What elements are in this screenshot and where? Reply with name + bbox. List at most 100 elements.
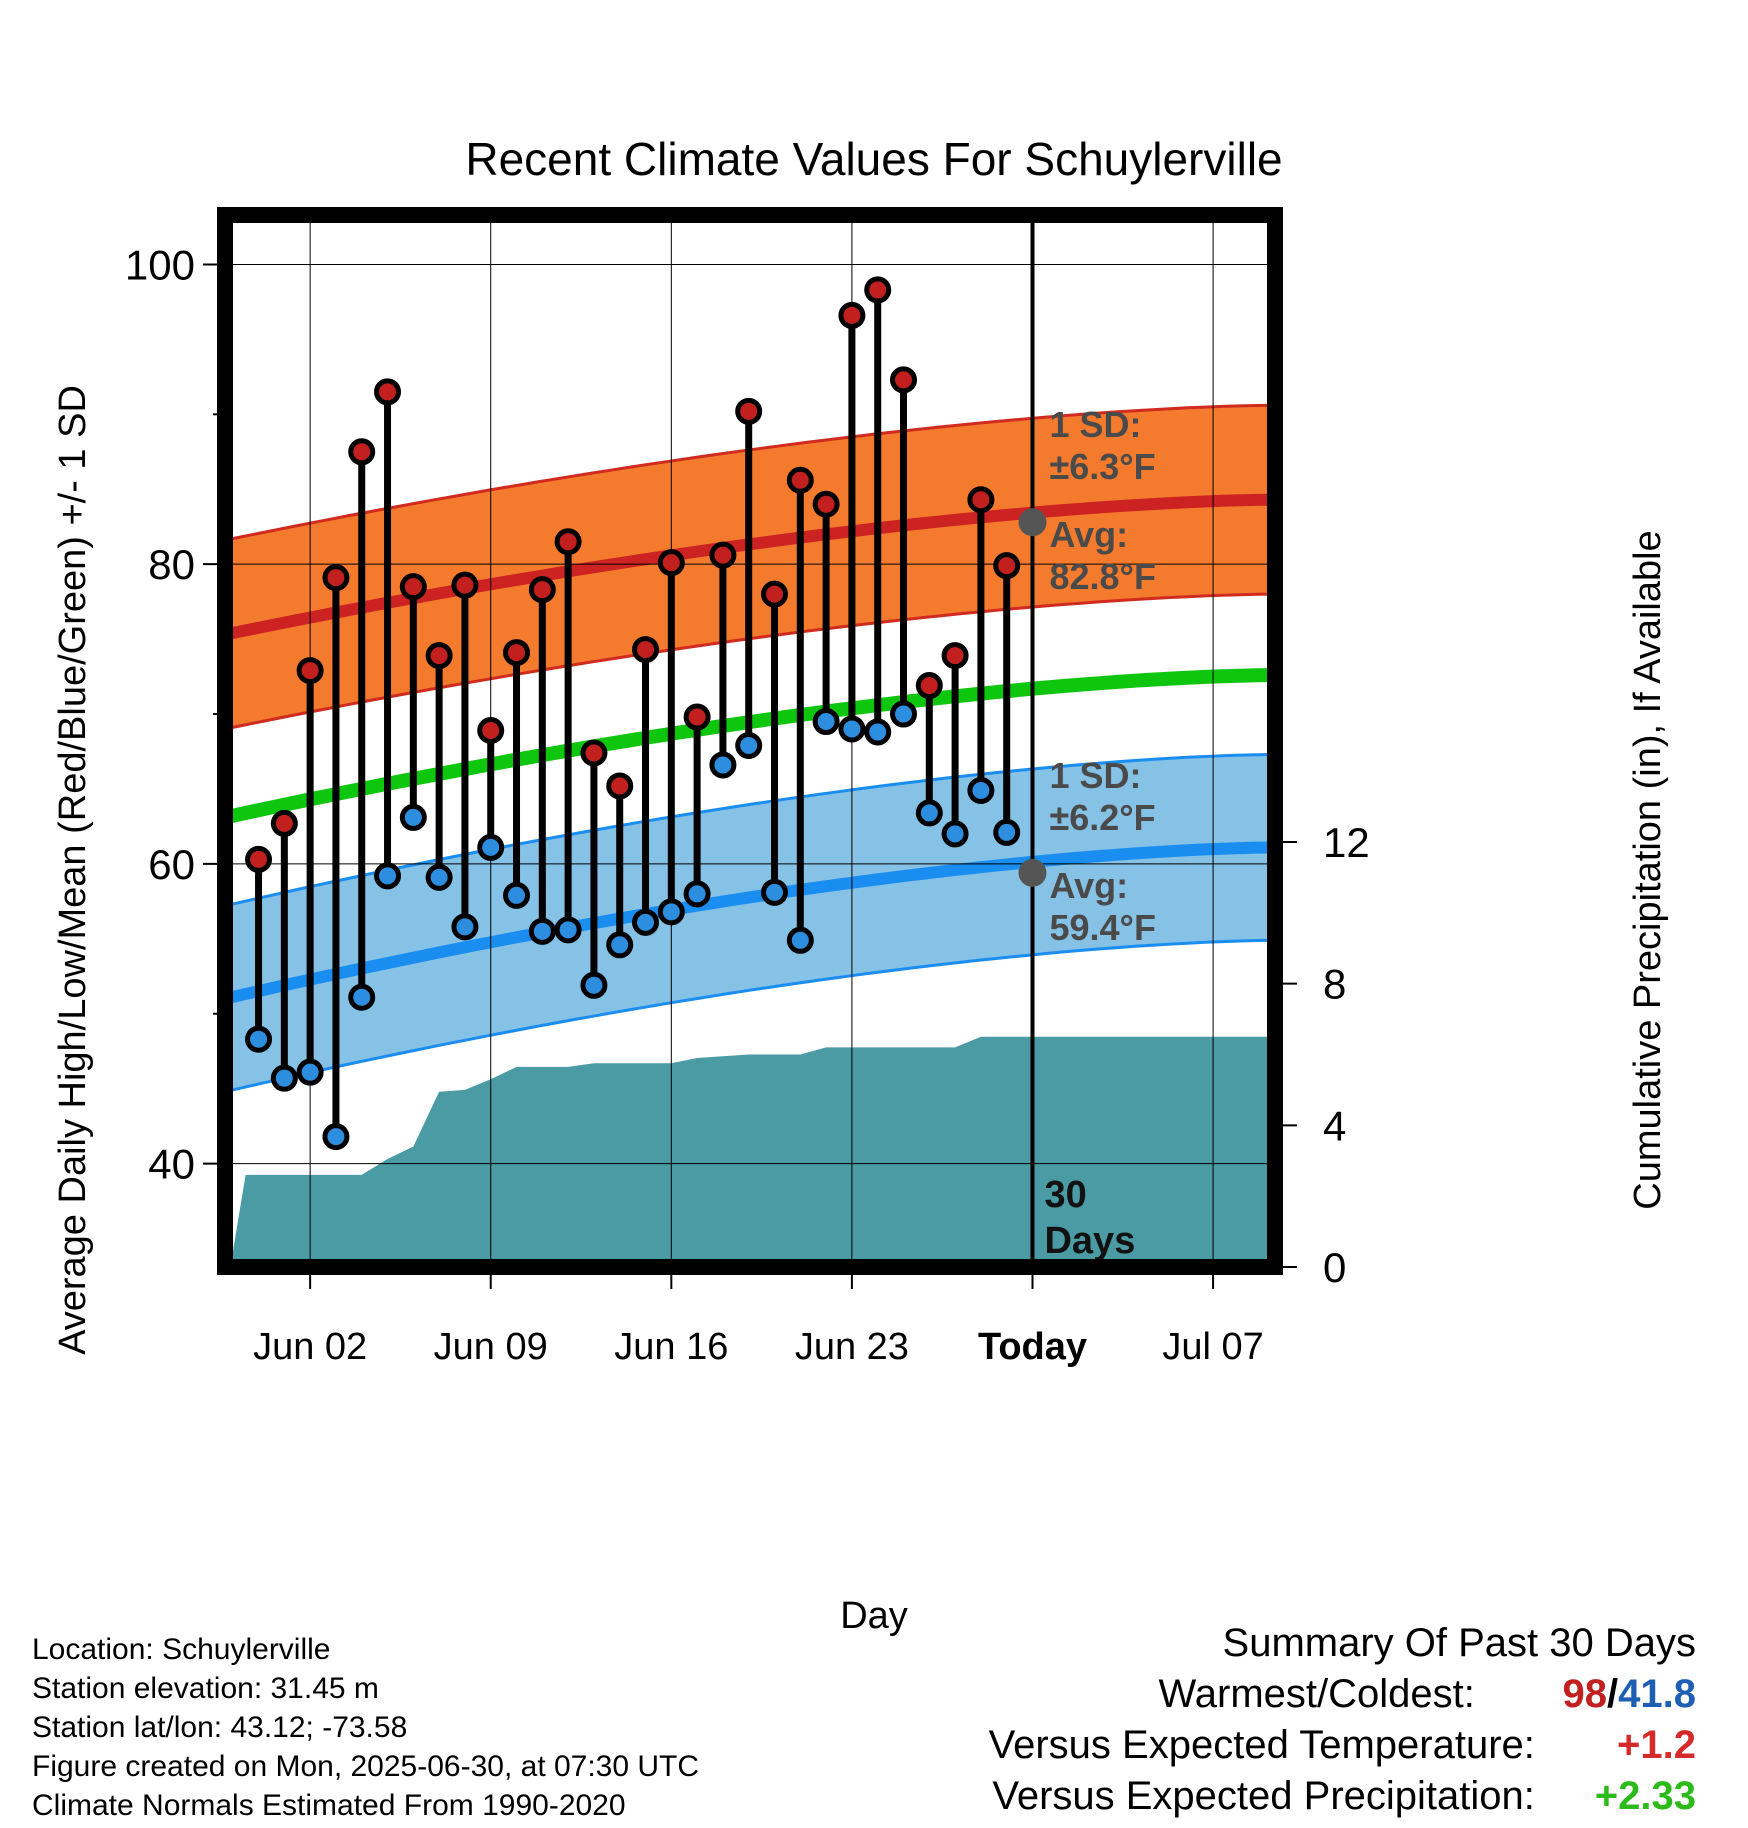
high-point	[580, 739, 608, 767]
high-point	[477, 717, 505, 745]
low-point	[606, 931, 634, 959]
high-point	[296, 657, 324, 685]
precip-value: +2.33	[1594, 1774, 1696, 1818]
high-point	[425, 642, 453, 670]
low-point	[735, 731, 763, 759]
low-point	[812, 708, 840, 736]
latlon-text: Station lat/lon: 43.12; -73.58	[32, 1711, 408, 1744]
plot-inner	[225, 215, 1275, 1267]
low-avg-label: Avg:	[1049, 865, 1128, 906]
low-point	[993, 818, 1021, 846]
location-text: Location: Schuylerville	[32, 1633, 331, 1666]
high-point	[606, 772, 634, 800]
y-tick-label: 80	[148, 541, 195, 588]
low-point	[941, 820, 969, 848]
summary-panel: Summary Of Past 30 Days Warmest/Coldest:…	[989, 1618, 1696, 1822]
high-point	[348, 438, 376, 466]
warm-cold-value: 98/41.8	[1486, 1669, 1696, 1720]
low-point	[915, 799, 943, 827]
low-point	[838, 715, 866, 743]
high-point	[786, 466, 814, 494]
y2-tick-label: 0	[1323, 1244, 1346, 1291]
y-axis-label: Average Daily High/Low/Mean (Red/Blue/Gr…	[52, 385, 94, 1355]
high-avg-label: Avg:	[1049, 514, 1128, 555]
y2-tick-label: 4	[1323, 1102, 1346, 1149]
low-point	[425, 863, 453, 891]
high-point	[554, 528, 582, 556]
warmest-value: 98	[1562, 1672, 1608, 1716]
high-point	[399, 573, 427, 601]
low-point	[399, 803, 427, 831]
x-tick-label: Jul 07	[1162, 1326, 1263, 1368]
high-point	[374, 378, 402, 406]
high-avg-value: 82.8°F	[1049, 556, 1155, 597]
elevation-text: Station elevation: 31.45 m	[32, 1672, 379, 1705]
low-point	[657, 898, 685, 926]
high-sd-label: 1 SD:	[1049, 404, 1141, 445]
low-point	[503, 881, 531, 909]
normal-low-band-lower-edge	[225, 938, 1275, 1094]
y2-axis-label: Cumulative Precipitation (in), If Availa…	[1627, 530, 1669, 1209]
low-point	[683, 880, 711, 908]
coldest-value: 41.8	[1618, 1672, 1696, 1716]
created-text: Figure created on Mon, 2025-06-30, at 07…	[32, 1750, 700, 1783]
x-axis-label: Day	[840, 1595, 908, 1637]
x-tick-label: Jun 16	[614, 1326, 728, 1368]
low-sd-label: 1 SD:	[1049, 755, 1141, 796]
temp-value: +1.2	[1617, 1723, 1696, 1767]
summary-warm-cold-row: Warmest/Coldest: 98/41.8	[989, 1669, 1697, 1720]
normals-text: Climate Normals Estimated From 1990-2020	[32, 1789, 626, 1822]
chart-title: Recent Climate Values For Schuylerville	[465, 133, 1282, 185]
high-point	[322, 564, 350, 592]
summary-precip-row: Versus Expected Precipitation: +2.33	[989, 1771, 1696, 1822]
high-point	[657, 549, 685, 577]
high-point	[941, 642, 969, 670]
x-tick-label: Today	[978, 1326, 1087, 1368]
low-point	[554, 916, 582, 944]
high-point	[245, 845, 273, 873]
high-point	[709, 541, 737, 569]
warm-cold-label: Warmest/Coldest:	[1158, 1672, 1475, 1716]
high-point	[451, 571, 479, 599]
y-tick-label: 60	[148, 841, 195, 888]
low-point	[374, 862, 402, 890]
normal-low-line	[225, 841, 1275, 1005]
high-point	[967, 486, 995, 514]
low-point	[270, 1064, 298, 1092]
x-tick-label: Jun 23	[795, 1326, 909, 1368]
low-avg-value: 59.4°F	[1049, 907, 1155, 948]
today-low-avg-marker	[1018, 858, 1047, 887]
high-point	[890, 366, 918, 394]
y-tick-label: 100	[125, 241, 195, 288]
high-point	[864, 276, 892, 304]
y2-tick-label: 12	[1323, 819, 1370, 866]
temp-label: Versus Expected Temperature:	[988, 1723, 1535, 1767]
low-point	[864, 718, 892, 746]
low-point	[245, 1025, 273, 1053]
y2-tick-label: 8	[1323, 961, 1346, 1008]
today-high-avg-marker	[1018, 508, 1047, 537]
normal-low-band-upper-edge	[225, 753, 1275, 908]
high-point	[503, 639, 531, 667]
low-point	[477, 833, 505, 861]
days-count-label: 30	[1044, 1174, 1086, 1216]
station-info: Location: Schuylerville Station elevatio…	[32, 1630, 699, 1825]
low-point	[761, 878, 789, 906]
y-tick-label: 40	[148, 1141, 195, 1188]
precip-label: Versus Expected Precipitation:	[992, 1774, 1535, 1818]
low-point	[632, 908, 660, 936]
low-point	[709, 751, 737, 779]
low-sd-value: ±6.2°F	[1049, 797, 1155, 838]
high-point	[632, 636, 660, 664]
x-tick-label: Jun 09	[434, 1326, 548, 1368]
low-point	[890, 700, 918, 728]
low-point	[322, 1123, 350, 1151]
high-sd-value: ±6.3°F	[1049, 446, 1155, 487]
high-point	[683, 703, 711, 731]
high-point	[735, 397, 763, 425]
low-point	[348, 983, 376, 1011]
summary-title: Summary Of Past 30 Days	[1222, 1621, 1696, 1665]
high-point	[812, 490, 840, 518]
low-point	[451, 913, 479, 941]
